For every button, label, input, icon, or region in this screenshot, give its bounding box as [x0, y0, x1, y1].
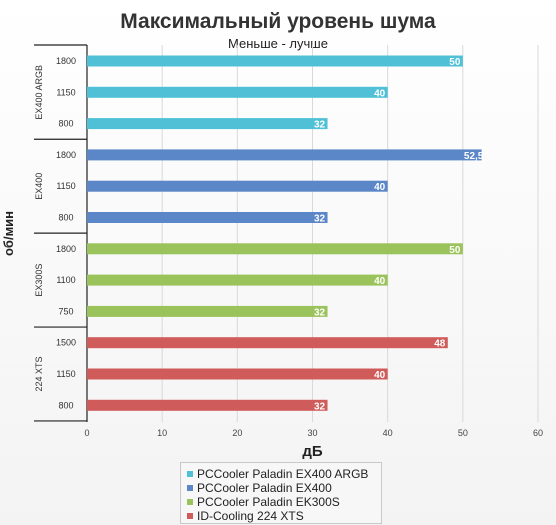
legend-swatch: [187, 513, 193, 519]
bar: [87, 305, 328, 317]
x-tick-label: 20: [232, 428, 242, 438]
y-tick-label: 1500: [56, 338, 76, 348]
x-tick-label: 0: [84, 428, 89, 438]
data-label: 32: [314, 120, 326, 131]
group-label: EX400: [34, 173, 44, 200]
y-tick-label: 1800: [56, 150, 76, 160]
bar: [87, 118, 328, 130]
data-label: 32: [314, 307, 326, 318]
y-tick-label: 800: [58, 119, 73, 129]
bar: [87, 243, 463, 255]
bar: [87, 368, 388, 380]
legend-label: PCCooler Paladin EX400: [197, 481, 332, 495]
bar: [87, 212, 328, 223]
legend-item: PCCooler Paladin EK300S: [187, 495, 340, 509]
data-label: 40: [374, 370, 386, 381]
data-label: 50: [449, 245, 461, 256]
legend-swatch: [187, 471, 193, 477]
y-tick-label: 750: [58, 306, 73, 316]
x-tick-label: 10: [157, 428, 167, 438]
data-label: 40: [374, 182, 386, 193]
grid-lines: [86, 45, 539, 422]
chart-legend: PCCooler Paladin EX400 ARGB PCCooler Pal…: [180, 462, 382, 524]
group-label: EX300S: [34, 264, 44, 297]
y-tick-label: 1800: [56, 56, 76, 66]
data-label: 32: [314, 401, 326, 412]
data-label: 40: [374, 276, 386, 287]
data-label: 50: [449, 57, 461, 68]
legend-item: PCCooler Paladin EX400 ARGB: [187, 467, 368, 481]
y-tick-label: 1150: [56, 181, 75, 191]
bar: [87, 55, 463, 67]
bar: [87, 337, 448, 349]
legend-label: ID-Cooling 224 XTS: [197, 509, 304, 523]
y-tick-label: 1150: [56, 369, 75, 379]
y-tick-label: 800: [58, 213, 73, 223]
x-axis-label: дБ: [302, 443, 323, 460]
x-tick-label: 50: [458, 428, 468, 438]
y-tick-label: 1800: [56, 244, 76, 254]
data-label: 52,5: [464, 151, 484, 162]
bar: [87, 399, 328, 411]
bar: [87, 274, 388, 286]
x-tick-label: 60: [533, 428, 543, 438]
bars: [87, 55, 482, 411]
y-tick-label: 800: [58, 400, 73, 410]
data-label: 32: [314, 214, 326, 225]
data-label: 40: [374, 88, 386, 99]
bar: [87, 180, 388, 192]
chart-subtitle: Меньше - лучше: [228, 36, 328, 51]
x-tick-label: 30: [307, 428, 317, 438]
group-label: 224 XTS: [34, 356, 44, 391]
group-label: EX400 ARGB: [34, 65, 44, 120]
bar: [87, 86, 388, 98]
legend-label: PCCooler Paladin EK300S: [197, 495, 340, 509]
x-tick-label: 40: [383, 428, 393, 438]
legend-swatch: [187, 499, 193, 505]
labels: 0 10 20 30 40 50 60 дБ об/мин EX400 ARGB 1800 50 115…: [1, 56, 543, 460]
legend-swatch: [187, 485, 193, 491]
legend-item: PCCooler Paladin EX400: [187, 481, 332, 495]
y-axis-label: об/мин: [1, 211, 16, 256]
chart-title: Максимальный уровень шума: [120, 10, 436, 33]
axes: [34, 44, 88, 422]
legend-label: PCCooler Paladin EX400 ARGB: [197, 467, 369, 481]
data-label: 48: [434, 339, 446, 350]
y-tick-label: 1100: [56, 275, 75, 285]
bar: [87, 149, 482, 161]
y-tick-label: 1150: [56, 87, 75, 97]
legend-item: ID-Cooling 224 XTS: [187, 509, 304, 523]
